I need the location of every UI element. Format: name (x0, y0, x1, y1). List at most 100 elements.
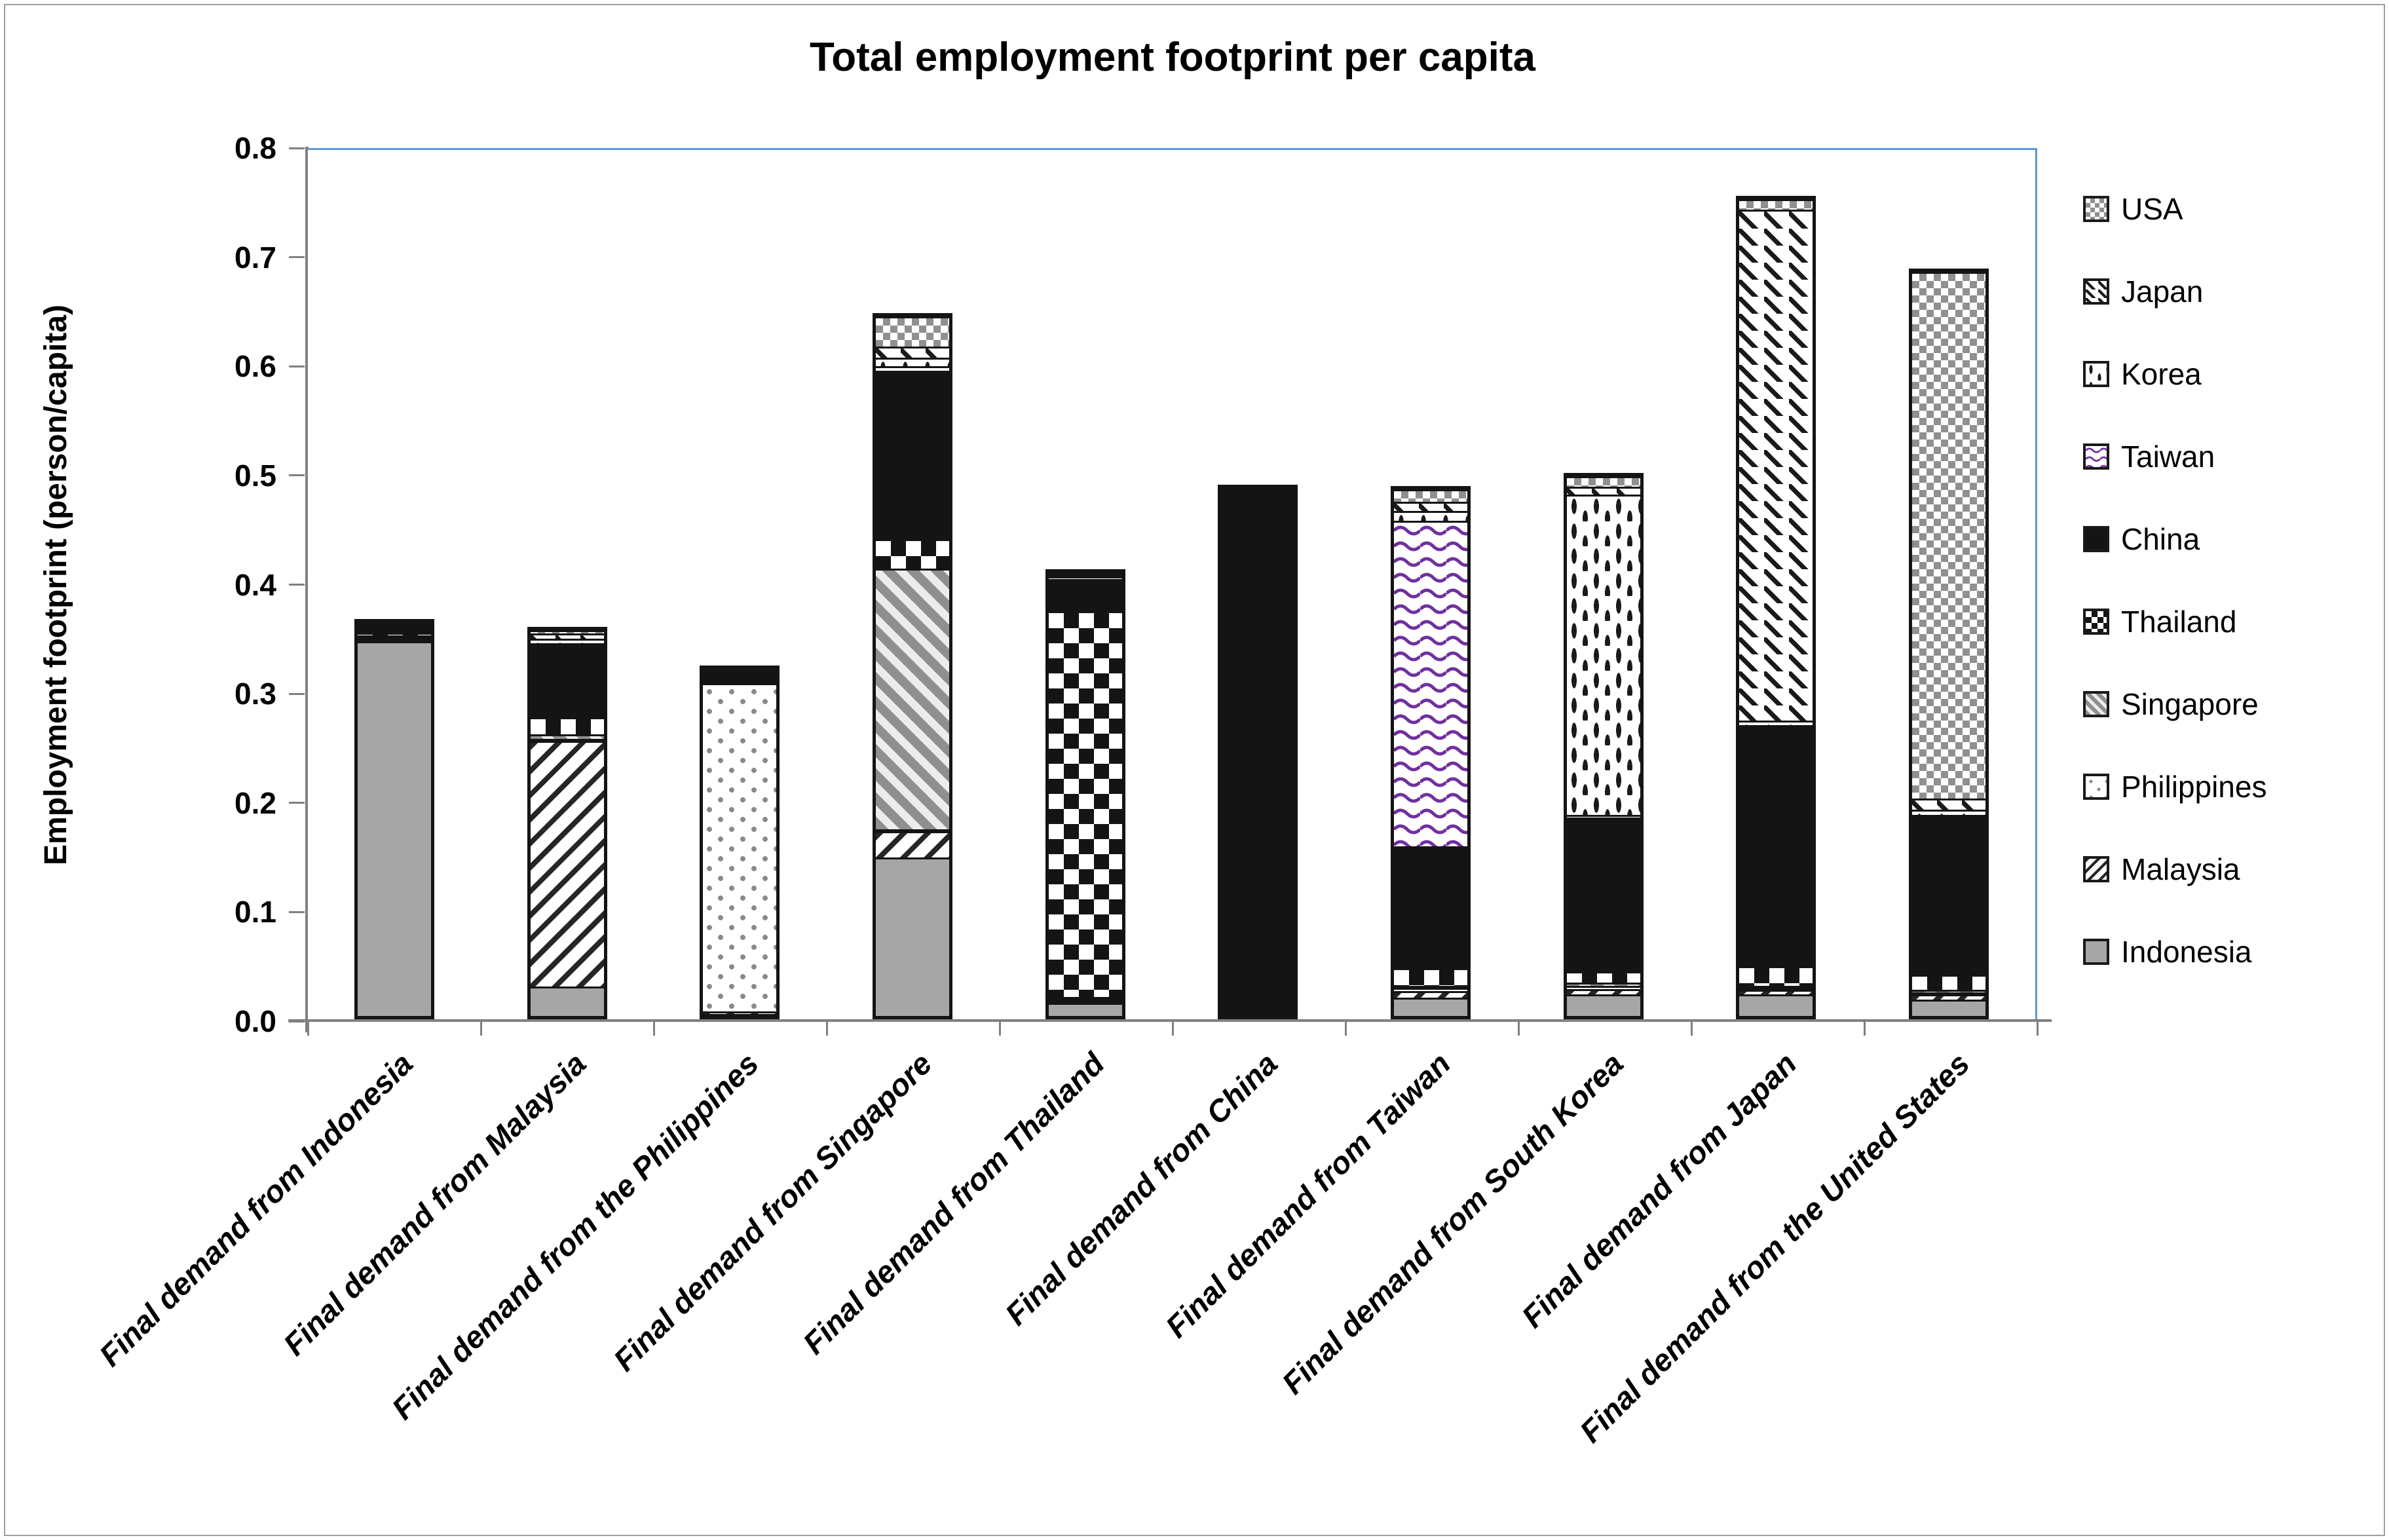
bar-segment-china[interactable] (1566, 817, 1640, 972)
bar-segment-taiwan[interactable] (1912, 815, 1986, 817)
bar-segment-singapore[interactable] (1912, 990, 1986, 992)
bar-segment-usa[interactable] (875, 316, 949, 347)
bar-segment-japan[interactable] (1912, 798, 1986, 810)
bar-segment-japan[interactable] (1048, 574, 1122, 577)
bar-segment-usa[interactable] (1912, 271, 1986, 799)
bar-segment-singapore[interactable] (1048, 996, 1122, 999)
bar-segment-taiwan[interactable] (530, 643, 604, 646)
bar-segment-thailand[interactable] (1912, 975, 1986, 990)
bar-segment-usa[interactable] (1394, 489, 1468, 502)
bar-segment-singapore[interactable] (1739, 985, 1813, 988)
bar-segment-china[interactable] (357, 622, 431, 633)
legend-item-philippines[interactable]: Philippines (2083, 769, 2267, 804)
bar-segment-malaysia[interactable] (1566, 988, 1640, 994)
bar-segment-thailand[interactable] (1221, 1008, 1295, 1010)
bar-segment-indonesia[interactable] (530, 986, 604, 1016)
bar-segment-china[interactable] (1912, 817, 1986, 975)
bar-segment-china[interactable] (875, 370, 949, 539)
bar-segment-indonesia[interactable] (357, 641, 431, 1016)
bar-segment-taiwan[interactable] (1566, 815, 1640, 817)
bar-segment-philippines[interactable] (1048, 998, 1122, 1001)
bar-segment-korea[interactable] (530, 639, 604, 644)
bar-segment-indonesia[interactable] (1048, 1003, 1122, 1016)
bar-segment-china[interactable] (530, 645, 604, 717)
bar-segment-philippines[interactable] (357, 637, 431, 639)
bar-segment-taiwan[interactable] (1048, 578, 1122, 581)
bar-segment-indonesia[interactable] (875, 857, 949, 1016)
bar-segment-philippines[interactable] (530, 739, 604, 742)
bar-segment-china[interactable] (703, 668, 777, 680)
bar-segment-china[interactable] (1048, 580, 1122, 611)
bar-segment-singapore[interactable] (530, 734, 604, 740)
bar-segment-taiwan[interactable] (1739, 724, 1813, 727)
bar-segment-philippines[interactable] (875, 829, 949, 832)
bar-segment-japan[interactable] (1566, 487, 1640, 495)
legend-item-korea[interactable]: Korea (2083, 356, 2267, 392)
bar-segment-malaysia[interactable] (1912, 994, 1986, 1000)
bar-segment-indonesia[interactable] (1566, 994, 1640, 1016)
bar-segment-usa[interactable] (1221, 488, 1295, 491)
bar-segment-singapore[interactable] (703, 681, 777, 684)
legend-item-thailand[interactable]: Thailand (2083, 604, 2267, 639)
bar-segment-indonesia[interactable] (1739, 994, 1813, 1016)
bar-segment-indonesia[interactable] (703, 1013, 777, 1016)
bar-segment-korea[interactable] (1739, 720, 1813, 725)
bar-segment-thailand[interactable] (357, 633, 431, 635)
bar-segment-thailand[interactable] (1048, 610, 1122, 997)
bar-segment-japan[interactable] (1739, 210, 1813, 721)
bar-segment-malaysia[interactable] (530, 741, 604, 987)
stacked-bar-1 (354, 618, 434, 1019)
bar-segment-philippines[interactable] (703, 683, 777, 1012)
bar-segment-china[interactable] (1221, 492, 1295, 1008)
bar-segment-taiwan[interactable] (1394, 520, 1468, 847)
bar-segment-philippines[interactable] (1221, 1010, 1295, 1012)
bar-segment-malaysia[interactable] (1394, 990, 1468, 998)
bar-segment-philippines[interactable] (1394, 987, 1468, 991)
bar-segment-singapore[interactable] (1566, 982, 1640, 986)
bar-segment-korea[interactable] (1566, 494, 1640, 816)
legend-item-indonesia[interactable]: Indonesia (2083, 934, 2267, 969)
bar-segment-indonesia[interactable] (1912, 1000, 1986, 1016)
bar-segment-malaysia[interactable] (1739, 990, 1813, 994)
legend-item-singapore[interactable]: Singapore (2083, 686, 2267, 722)
legend-item-china[interactable]: China (2083, 521, 2267, 557)
bar-segment-malaysia[interactable] (1048, 1000, 1122, 1004)
bar-segment-thailand[interactable] (703, 679, 777, 682)
bar-segment-indonesia[interactable] (1221, 1014, 1295, 1016)
bar-segment-usa[interactable] (1048, 572, 1122, 574)
bar-segment-japan[interactable] (1221, 490, 1295, 493)
bar-segment-china[interactable] (1394, 846, 1468, 969)
bar-segment-philippines[interactable] (1566, 985, 1640, 989)
bar-segment-usa[interactable] (1739, 198, 1813, 210)
bar-segment-usa[interactable] (530, 630, 604, 634)
bar-segment-japan[interactable] (530, 633, 604, 639)
bar-segment-malaysia[interactable] (1221, 1012, 1295, 1014)
bar-segment-china[interactable] (1739, 726, 1813, 966)
bar-segment-taiwan[interactable] (875, 366, 949, 371)
bar-segment-japan[interactable] (875, 347, 949, 358)
bar-segment-malaysia[interactable] (357, 639, 431, 641)
bar-segment-thailand[interactable] (1394, 968, 1468, 986)
bar-segment-malaysia[interactable] (703, 1011, 777, 1014)
bar-segment-thailand[interactable] (530, 717, 604, 735)
bar-segment-korea[interactable] (1048, 576, 1122, 579)
bar-segment-thailand[interactable] (1566, 971, 1640, 983)
bar-segment-philippines[interactable] (1739, 987, 1813, 990)
bar-segment-malaysia[interactable] (875, 831, 949, 857)
bar-segment-singapore[interactable] (875, 568, 949, 829)
legend-item-taiwan[interactable]: Taiwan (2083, 439, 2267, 474)
bar-segment-korea[interactable] (1394, 510, 1468, 521)
bar-segment-singapore[interactable] (357, 635, 431, 637)
bar-segment-thailand[interactable] (1739, 966, 1813, 986)
bar-segment-philippines[interactable] (1912, 992, 1986, 994)
bar-segment-thailand[interactable] (875, 538, 949, 569)
legend-item-usa[interactable]: USA (2083, 191, 2267, 227)
bar-segment-usa[interactable] (1566, 476, 1640, 487)
bar-segment-korea[interactable] (875, 357, 949, 367)
legend-item-japan[interactable]: Japan (2083, 274, 2267, 309)
legend-item-malaysia[interactable]: Malaysia (2083, 852, 2267, 887)
bar-segment-japan[interactable] (1394, 502, 1468, 511)
bar-segment-singapore[interactable] (1394, 985, 1468, 988)
bar-segment-indonesia[interactable] (1394, 997, 1468, 1016)
bar-segment-korea[interactable] (1912, 809, 1986, 816)
